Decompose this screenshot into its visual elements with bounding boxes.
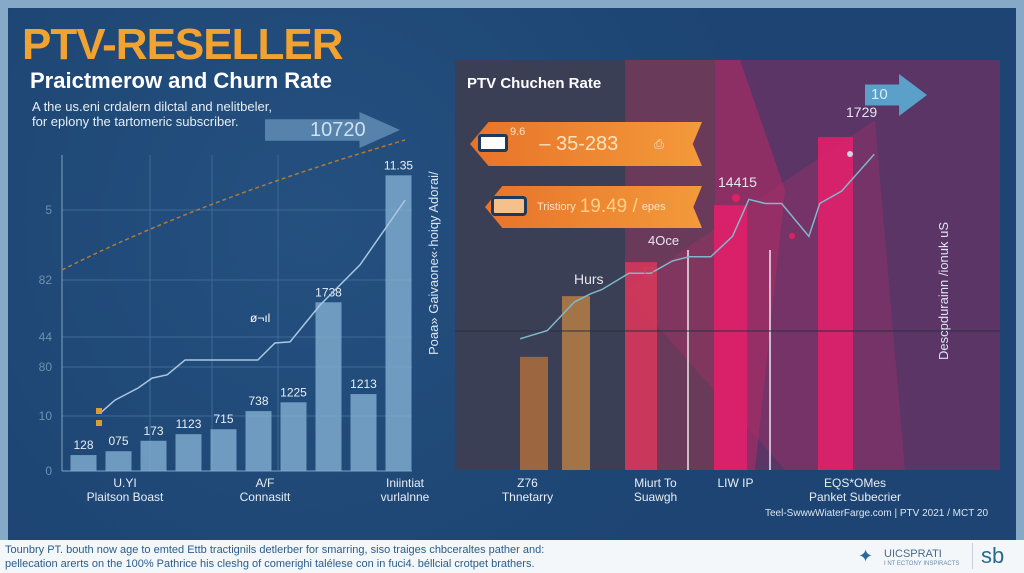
- bus-icon: [491, 196, 527, 216]
- description: A the us.eni crdalern dilctal and nelitb…: [32, 99, 332, 129]
- logo-text: UICSPRATI: [884, 548, 942, 560]
- bar: [105, 451, 132, 471]
- bar-data-label: 1213: [350, 377, 377, 391]
- right-category-label: LIW IP: [717, 476, 754, 490]
- bar: [562, 296, 590, 470]
- bar: [245, 411, 272, 471]
- device-icon: ⎙: [654, 136, 664, 151]
- right-vertical-label: Descpdurainn /ionuk uS: [936, 221, 951, 360]
- data-label-oce: 4Oce: [648, 233, 680, 248]
- page-subtitle: Praictmerow and Churn Rate: [30, 68, 332, 93]
- banner-2: Tristiory 19.49 / epes: [485, 186, 702, 228]
- right-category-label: Z76 Thnetarry: [501, 476, 554, 504]
- credit-text: Teel-SwwwWiaterFarge.com | PTV 2021 / MC…: [765, 508, 989, 519]
- line-marker: [789, 233, 795, 239]
- left-annotation: ø¬ıl: [250, 311, 271, 325]
- bar: [140, 440, 167, 471]
- bar: [350, 394, 377, 471]
- series-line: [99, 199, 406, 414]
- data-label-14415: 14415: [718, 174, 757, 190]
- trend-line: [61, 139, 406, 271]
- line-marker: [732, 194, 740, 202]
- bar-data-label: 075: [108, 434, 128, 448]
- bar: [70, 455, 97, 471]
- bar: [315, 302, 342, 471]
- banner-value: 19.49 /: [579, 196, 638, 217]
- y-tick-label: 5: [45, 203, 52, 217]
- bar: [175, 434, 202, 471]
- right-category-label: Miurt To Suawgh: [633, 476, 678, 504]
- bar-data-label: 715: [213, 412, 233, 426]
- left-category-label: A/F Connasitt: [239, 476, 291, 504]
- bar-data-label: 1123: [176, 417, 202, 431]
- bar: [714, 205, 747, 470]
- banner-prefix: Tristiory: [537, 201, 576, 213]
- right-category-label: EQS*OMes Panket Subecrier: [808, 476, 902, 504]
- bar: [385, 175, 412, 471]
- bar-data-label: 173: [143, 424, 163, 438]
- y-tick-label: 0: [45, 464, 52, 478]
- logo-subtext: I NT ECTONY INSPIRACTS: [884, 561, 960, 567]
- y-tick-label: 44: [39, 330, 53, 344]
- bar-data-label: 11.35: [384, 158, 413, 172]
- page-title: PTV-RESELLER: [22, 20, 343, 69]
- left-category-label: U.YI Plaitson Boast: [86, 476, 164, 504]
- y-tick-label: 80: [39, 360, 53, 374]
- data-label-hurs: Hurs: [574, 271, 604, 287]
- bar-data-label: 1225: [280, 385, 307, 399]
- banner-1: 9.6 – 35-283 ⎙: [470, 122, 702, 166]
- truck-icon: [478, 134, 508, 152]
- banner-value: – 35-283: [539, 132, 619, 155]
- logo-mark: sb: [972, 543, 1004, 569]
- right-chart-title: PTV Chuchen Rate: [467, 75, 602, 92]
- description-line: A the us.eni crdalern dilctal and nelitb…: [32, 99, 272, 114]
- line-marker: [96, 408, 102, 414]
- bar-data-label: 128: [73, 438, 93, 452]
- bar: [520, 356, 548, 470]
- left-category-label: Iniintiat vurlalnne: [380, 476, 430, 504]
- footer: [0, 540, 1024, 573]
- logo-icon: ✦: [858, 546, 874, 566]
- bar: [625, 262, 657, 470]
- banner-small-value: 9.6: [510, 126, 526, 138]
- bar-data-label: 738: [248, 394, 268, 408]
- y-tick-label: 82: [39, 273, 53, 287]
- description-line: for eplony the tartomeric subscriber.: [32, 114, 239, 129]
- line-marker: [847, 151, 853, 157]
- bar: [280, 402, 307, 471]
- bar: [210, 429, 237, 471]
- footer-text: Tounbry PT. bouth now age to emted Ettb …: [5, 544, 545, 570]
- line-marker: [96, 420, 102, 426]
- y-tick-label: 10: [39, 409, 53, 423]
- line-marker: [644, 267, 654, 277]
- data-label-1729: 1729: [846, 104, 878, 120]
- bar: [818, 137, 853, 470]
- banner-suffix: epes: [641, 201, 666, 213]
- series-line: [519, 153, 875, 340]
